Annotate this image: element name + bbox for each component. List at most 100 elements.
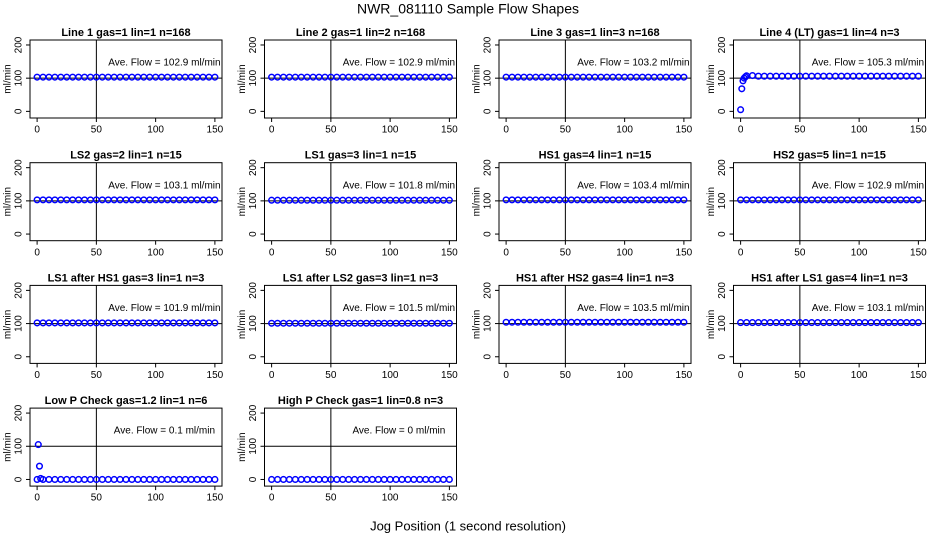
- data-point: [122, 475, 130, 484]
- y-tick-label: 0: [14, 476, 25, 482]
- data-point: [134, 196, 142, 204]
- data-point: [273, 196, 282, 204]
- data-point: [873, 319, 881, 327]
- data-point: [75, 196, 83, 204]
- y-axis-label: ml/min: [706, 187, 717, 216]
- data-point: [656, 73, 664, 81]
- x-tick-label: 0: [503, 125, 509, 136]
- data-point: [268, 196, 276, 204]
- data-point: [609, 318, 617, 326]
- data-point: [802, 319, 810, 327]
- y-axis-label: ml/min: [706, 310, 717, 339]
- panel-title: Line 2 gas=1 lin=2 n=168: [296, 27, 425, 39]
- data-point: [802, 196, 810, 204]
- y-tick-label: 100: [248, 192, 259, 209]
- data-point: [279, 73, 288, 81]
- data-point: [116, 73, 124, 81]
- data-point: [152, 475, 160, 484]
- data-point: [152, 196, 160, 204]
- data-point: [128, 475, 136, 484]
- data-point: [790, 319, 798, 327]
- data-point: [754, 319, 762, 327]
- data-point: [321, 73, 329, 81]
- y-tick-label: 0: [483, 354, 494, 360]
- y-tick-label: 100: [483, 315, 494, 332]
- plot-frame: [498, 284, 692, 364]
- x-tick-label: 0: [738, 370, 744, 381]
- y-axis-label: ml/min: [472, 64, 483, 93]
- y-tick-label: 0: [248, 108, 259, 114]
- x-tick-label: 100: [147, 125, 164, 136]
- data-point: [356, 73, 365, 81]
- plot-frame: [264, 284, 457, 364]
- data-point: [404, 475, 412, 484]
- data-point: [621, 318, 629, 326]
- data-point: [567, 196, 575, 204]
- data-point: [86, 73, 94, 81]
- data-point: [285, 475, 293, 484]
- x-tick-label: 100: [616, 247, 633, 258]
- x-tick-label: 100: [616, 125, 633, 136]
- data-point: [134, 73, 142, 81]
- data-point: [885, 319, 893, 327]
- data-point: [897, 196, 905, 204]
- plot-frame: [29, 407, 223, 487]
- y-axis-label: ml/min: [237, 187, 248, 216]
- data-point: [638, 73, 646, 81]
- x-tick-label: 100: [147, 247, 164, 258]
- data-point: [116, 319, 124, 327]
- plot-frame: [264, 39, 457, 119]
- annotation: Ave. Flow = 101.9 ml/min: [108, 303, 220, 314]
- data-point: [603, 196, 611, 204]
- y-axis-label: ml/min: [237, 432, 248, 461]
- data-point: [445, 73, 453, 81]
- data-point: [738, 85, 746, 93]
- data-point: [374, 73, 382, 81]
- data-point: [748, 71, 757, 80]
- panel-title: LS1 gas=3 lin=1 n=15: [305, 150, 417, 162]
- data-point: [134, 319, 142, 327]
- data-point: [914, 196, 922, 204]
- data-point: [63, 475, 71, 484]
- data-point: [104, 196, 112, 204]
- data-point: [662, 73, 670, 81]
- x-tick-label: 50: [91, 247, 103, 258]
- annotation: Ave. Flow = 102.9 ml/min: [812, 180, 924, 191]
- x-tick-label: 150: [207, 370, 224, 381]
- plot-frame: [733, 39, 926, 119]
- data-point: [597, 318, 605, 326]
- data-point: [279, 475, 288, 484]
- data-point: [520, 73, 528, 81]
- data-point: [808, 196, 816, 204]
- annotation: Ave. Flow = 103.1 ml/min: [108, 180, 220, 191]
- x-tick-label: 50: [560, 125, 572, 136]
- data-point: [386, 73, 394, 81]
- data-point: [35, 462, 44, 470]
- data-point: [680, 196, 688, 204]
- panel-title: Line 1 gas=1 lin=1 n=168: [61, 27, 190, 39]
- data-point: [615, 318, 623, 326]
- data-point: [345, 73, 353, 81]
- data-point: [57, 475, 65, 484]
- y-tick-label: 200: [14, 36, 25, 53]
- panel-title: HS1 after HS2 gas=4 lin=1 n=3: [516, 272, 674, 284]
- data-point: [742, 196, 751, 204]
- data-point: [205, 73, 213, 81]
- data-point: [169, 196, 177, 204]
- data-point: [333, 73, 341, 81]
- x-tick-label: 0: [269, 125, 275, 136]
- panel-title: Low P Check gas=1.2 lin=1 n=6: [45, 395, 208, 407]
- data-point: [163, 319, 172, 327]
- x-tick-label: 150: [207, 493, 224, 504]
- data-point: [199, 319, 207, 327]
- data-point: [544, 318, 552, 326]
- data-point: [110, 73, 118, 81]
- x-tick-label: 150: [441, 125, 458, 136]
- data-point: [674, 318, 682, 326]
- x-tick-label: 50: [794, 125, 806, 136]
- data-point: [585, 196, 593, 204]
- data-point: [615, 73, 623, 81]
- data-point: [520, 318, 528, 326]
- y-tick-label: 100: [248, 315, 259, 332]
